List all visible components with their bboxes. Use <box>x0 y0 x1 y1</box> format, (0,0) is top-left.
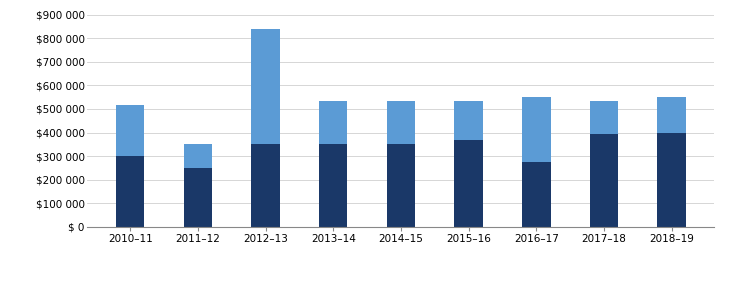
Bar <box>590 134 618 227</box>
Bar <box>658 97 686 133</box>
Bar <box>116 156 144 227</box>
Bar <box>387 101 415 144</box>
Bar <box>252 144 280 227</box>
Bar <box>184 144 212 168</box>
Bar <box>319 144 348 227</box>
Bar <box>387 144 415 227</box>
Bar <box>454 101 483 140</box>
Bar <box>590 101 618 134</box>
Bar <box>319 101 348 144</box>
Bar <box>522 97 550 162</box>
Bar <box>454 140 483 227</box>
Bar <box>252 29 280 144</box>
Bar <box>522 162 550 227</box>
Bar <box>116 105 144 156</box>
Bar <box>658 133 686 227</box>
Bar <box>184 168 212 227</box>
